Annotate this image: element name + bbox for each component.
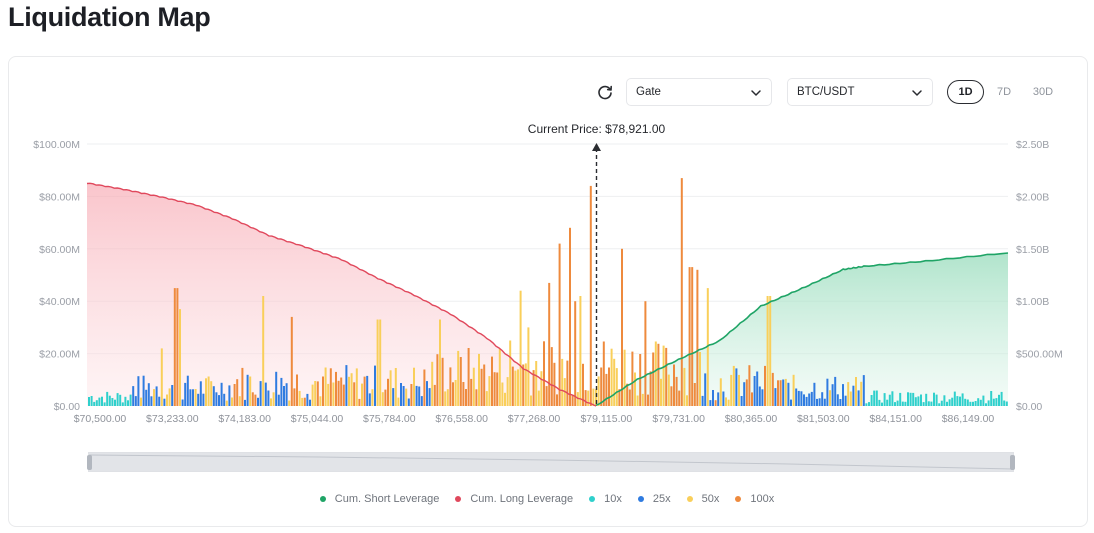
cumulative-lines [86,182,1009,407]
svg-text:$79,115.00: $79,115.00 [580,413,632,425]
legend-cum-long[interactable]: Cum. Long Leverage [455,493,573,505]
svg-text:$81,503.00: $81,503.00 [797,413,850,425]
page-title: Liquidation Map [8,2,211,32]
svg-text:$20.00M: $20.00M [39,349,80,361]
svg-text:$70,500.00: $70,500.00 [74,413,127,425]
range-start-handle[interactable] [87,455,92,470]
svg-text:$500.00M: $500.00M [1016,349,1063,361]
svg-text:$1.50B: $1.50B [1016,244,1049,256]
chevron-down-icon [912,90,922,96]
range-30d-button[interactable]: 30D [1032,86,1054,98]
cumulative-areas [87,183,1008,406]
svg-text:$0.00: $0.00 [1016,401,1042,413]
svg-text:$75,044.00: $75,044.00 [291,413,344,425]
range-7d-button[interactable]: 7D [996,86,1012,98]
legend-dot-icon [686,496,693,502]
current-price-label: Current Price: $78,921.00 [528,122,666,136]
slider-preview-line [89,454,1013,470]
pair-select-value: BTC/USDT [797,86,855,98]
svg-text:$40.00M: $40.00M [39,296,80,308]
svg-text:$73,233.00: $73,233.00 [146,413,199,425]
legend-dot-icon [589,496,596,502]
svg-text:$2.50B: $2.50B [1016,139,1049,151]
svg-text:$2.00B: $2.00B [1016,191,1049,203]
pair-select[interactable]: BTC/USDT [787,78,933,106]
liquidation-chart[interactable]: $0.00 $20.00M $40.00M $60.00M $80.00M $100.00… [0,0,1094,440]
exchange-select-value: Gate [636,86,661,98]
chart-toolbar: Gate BTC/USDT 1D 7D 30D [0,78,1094,106]
legend-10x[interactable]: 10x [589,493,622,505]
svg-text:$100.00M: $100.00M [33,139,80,151]
legend-100x[interactable]: 100x [735,493,774,505]
svg-text:$60.00M: $60.00M [39,244,80,256]
svg-text:$79,731.00: $79,731.00 [652,413,705,425]
current-price-marker: Current Price: $78,921.00 [528,122,666,406]
legend-dot-icon [319,496,326,502]
svg-text:$0.00: $0.00 [54,401,80,413]
chart-legend: Cum. Short Leverage Cum. Long Leverage 1… [0,493,1094,505]
arrow-up-icon [592,143,601,151]
legend-cum-short[interactable]: Cum. Short Leverage [319,493,439,505]
svg-text:$1.00B: $1.00B [1016,296,1049,308]
legend-25x[interactable]: 25x [637,493,671,505]
svg-text:$75,784.00: $75,784.00 [363,413,416,425]
svg-text:$76,558.00: $76,558.00 [435,413,488,425]
x-axis: $70,500.00 $73,233.00 $74,183.00 $75,044.00… [74,413,995,425]
svg-text:$84,151.00: $84,151.00 [869,413,922,425]
chevron-down-icon [751,90,761,96]
range-end-handle[interactable] [1010,455,1015,470]
svg-text:$74,183.00: $74,183.00 [218,413,271,425]
legend-dot-icon [735,496,742,502]
svg-text:$80,365.00: $80,365.00 [725,413,778,425]
svg-text:$80.00M: $80.00M [39,191,80,203]
exchange-select[interactable]: Gate [626,78,772,106]
y-axis-right: $0.00 $500.00M $1.00B $1.50B $2.00B $2.50B [1016,139,1063,413]
legend-50x[interactable]: 50x [686,493,719,505]
svg-text:$86,149.00: $86,149.00 [942,413,995,425]
refresh-icon[interactable] [596,84,614,102]
zoom-range-slider[interactable] [87,452,1015,472]
svg-text:$77,268.00: $77,268.00 [508,413,561,425]
y-axis-left: $0.00 $20.00M $40.00M $60.00M $80.00M $100.00… [33,139,80,413]
range-1d-button[interactable]: 1D [947,80,984,104]
leverage-bars [88,178,1008,406]
legend-dot-icon [455,496,462,502]
legend-dot-icon [637,496,644,502]
